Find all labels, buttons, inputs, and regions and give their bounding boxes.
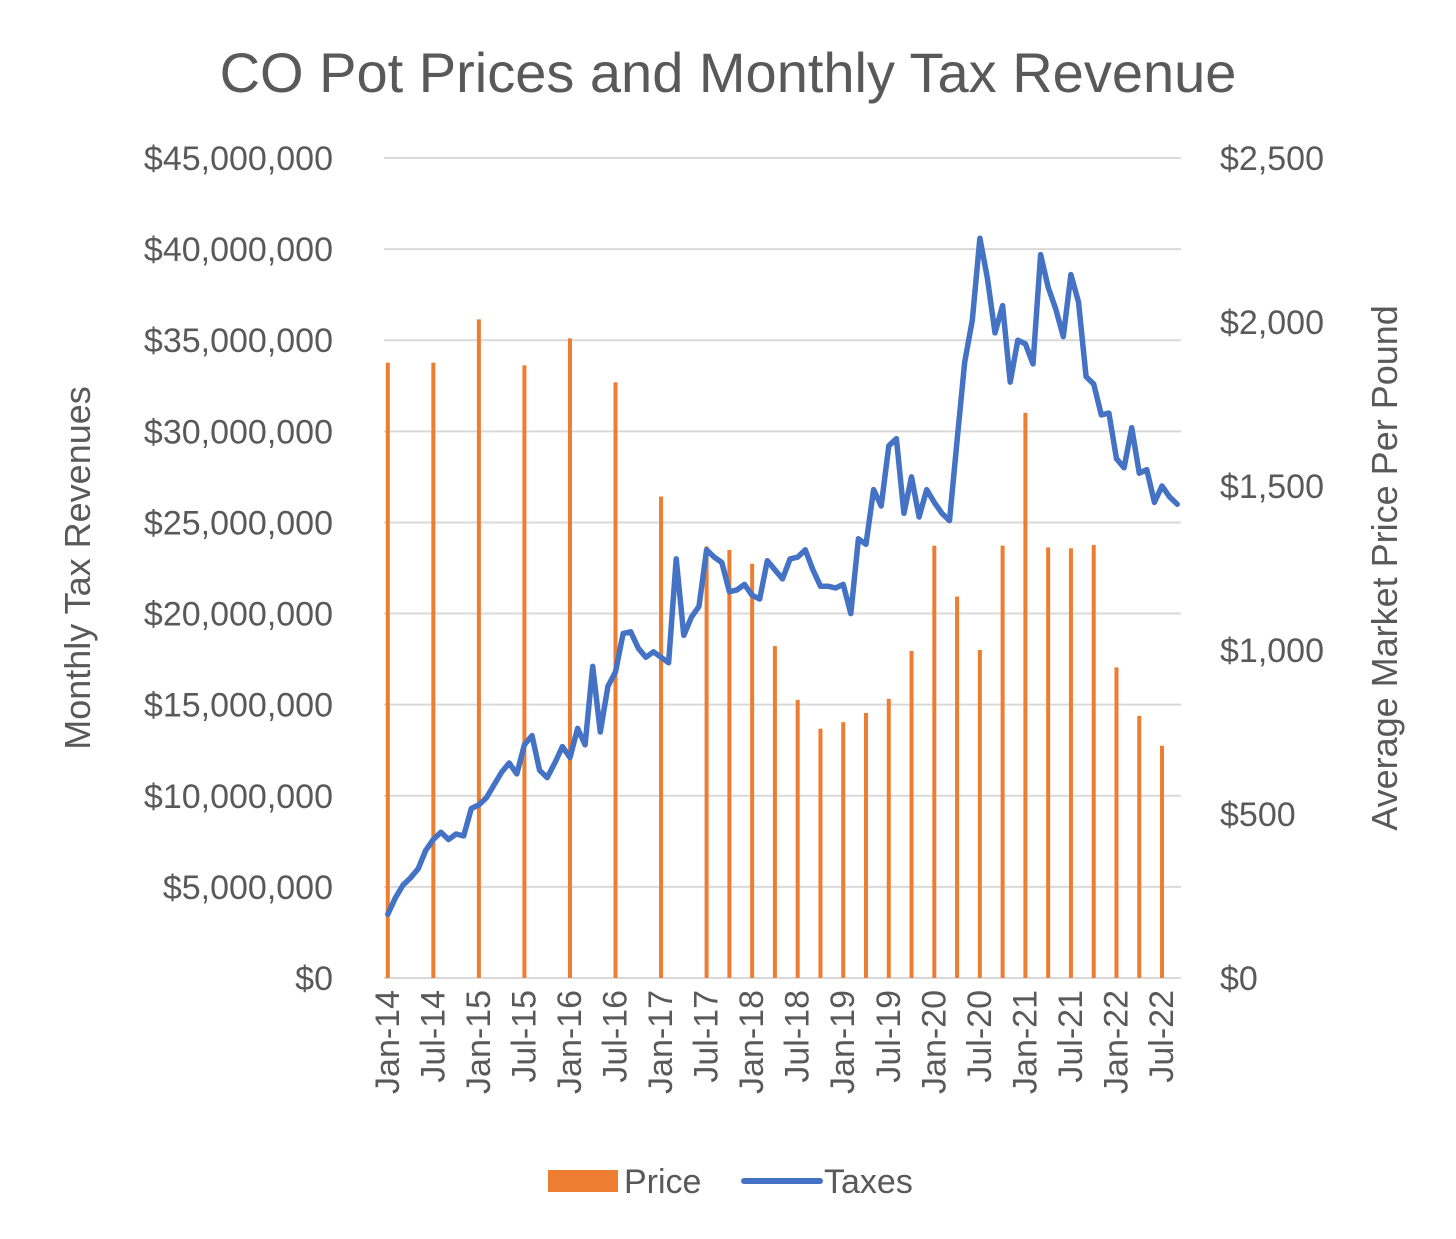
left-tick-label: $25,000,000	[144, 504, 333, 542]
price-bar	[1023, 412, 1028, 979]
price-bar	[1091, 545, 1096, 978]
x-tick-label: Jul-20	[961, 990, 999, 1083]
legend-taxes-label: Taxes	[824, 1163, 913, 1201]
gridlines	[384, 157, 1181, 979]
x-tick-label: Jan-22	[1097, 990, 1135, 1094]
price-bar	[1160, 745, 1165, 978]
legend: Price Taxes	[548, 1163, 913, 1201]
price-bar	[772, 646, 777, 978]
legend-price-swatch	[548, 1170, 618, 1192]
price-bar	[613, 382, 618, 978]
price-bar	[567, 338, 572, 978]
x-tick-label: Jul-18	[779, 990, 817, 1083]
price-bar	[704, 546, 709, 978]
legend-price-label: Price	[624, 1163, 701, 1201]
x-axis-ticks: Jan-14 Jul-14 Jan-15 Jul-15 Jan-16 Jul-16 Jan-…	[369, 990, 1181, 1094]
x-tick-label: Jan-20	[915, 990, 953, 1094]
left-tick-label: $45,000,000	[144, 140, 333, 178]
price-bar	[431, 362, 436, 978]
price-bar	[1137, 715, 1142, 978]
left-tick-label: $30,000,000	[144, 413, 333, 451]
price-bar	[955, 596, 960, 978]
price-bar	[841, 722, 846, 978]
right-tick-label: $1,500	[1220, 468, 1324, 506]
chart-title: CO Pot Prices and Monthly Tax Revenue	[220, 41, 1237, 104]
price-bar	[385, 362, 390, 978]
x-tick-label: Jul-21	[1052, 990, 1090, 1083]
taxes-line-group	[385, 235, 1180, 917]
price-bar	[659, 496, 664, 978]
right-tick-label: $500	[1220, 796, 1296, 834]
right-axis-ticks: $0 $500 $1,000 $1,500 $2,000 $2,500	[1220, 140, 1324, 998]
price-bar	[750, 563, 755, 978]
left-tick-label: $20,000,000	[144, 596, 333, 634]
right-tick-label: $2,000	[1220, 304, 1324, 342]
right-tick-label: $1,000	[1220, 632, 1324, 670]
x-tick-label: Jul-14	[414, 990, 452, 1083]
left-tick-label: $35,000,000	[144, 322, 333, 360]
left-tick-label: $40,000,000	[144, 231, 333, 269]
price-bar	[818, 728, 823, 978]
right-axis-title: Average Market Price Per Pound	[1364, 305, 1405, 831]
x-tick-label: Jan-21	[1006, 990, 1044, 1094]
x-tick-label: Jan-14	[369, 990, 407, 1094]
price-bar	[795, 699, 800, 978]
left-tick-label: $15,000,000	[144, 687, 333, 725]
x-tick-label: Jan-19	[824, 990, 862, 1094]
price-bar	[1068, 548, 1073, 978]
x-tick-label: Jan-18	[733, 990, 771, 1094]
x-tick-label: Jan-16	[551, 990, 589, 1094]
left-axis-ticks: $0 $5,000,000 $10,000,000 $15,000,000 $20,00…	[144, 140, 333, 998]
price-bar	[886, 698, 891, 978]
left-axis-title: Monthly Tax Revenues	[57, 386, 98, 750]
x-tick-label: Jul-17	[688, 990, 726, 1083]
left-tick-label: $10,000,000	[144, 778, 333, 816]
x-tick-label: Jan-17	[642, 990, 680, 1094]
price-bars	[385, 319, 1165, 979]
price-bar	[1114, 667, 1119, 978]
x-tick-label: Jul-19	[870, 990, 908, 1083]
right-tick-label: $2,500	[1220, 140, 1324, 178]
x-tick-label: Jul-22	[1143, 990, 1181, 1083]
taxes-line	[385, 235, 1180, 917]
price-bar	[1000, 545, 1005, 978]
price-bar	[932, 545, 937, 978]
left-tick-label: $0	[295, 960, 333, 998]
left-tick-label: $5,000,000	[163, 869, 333, 907]
x-tick-label: Jul-15	[505, 990, 543, 1083]
price-bar	[727, 549, 732, 978]
x-tick-label: Jan-15	[460, 990, 498, 1094]
price-bar	[522, 365, 527, 978]
price-bar	[977, 650, 982, 978]
x-tick-label: Jul-16	[597, 990, 635, 1083]
price-bar	[1046, 547, 1051, 978]
price-bar	[909, 650, 914, 978]
right-tick-label: $0	[1220, 960, 1258, 998]
price-bar	[476, 319, 481, 979]
price-bar	[863, 712, 868, 978]
